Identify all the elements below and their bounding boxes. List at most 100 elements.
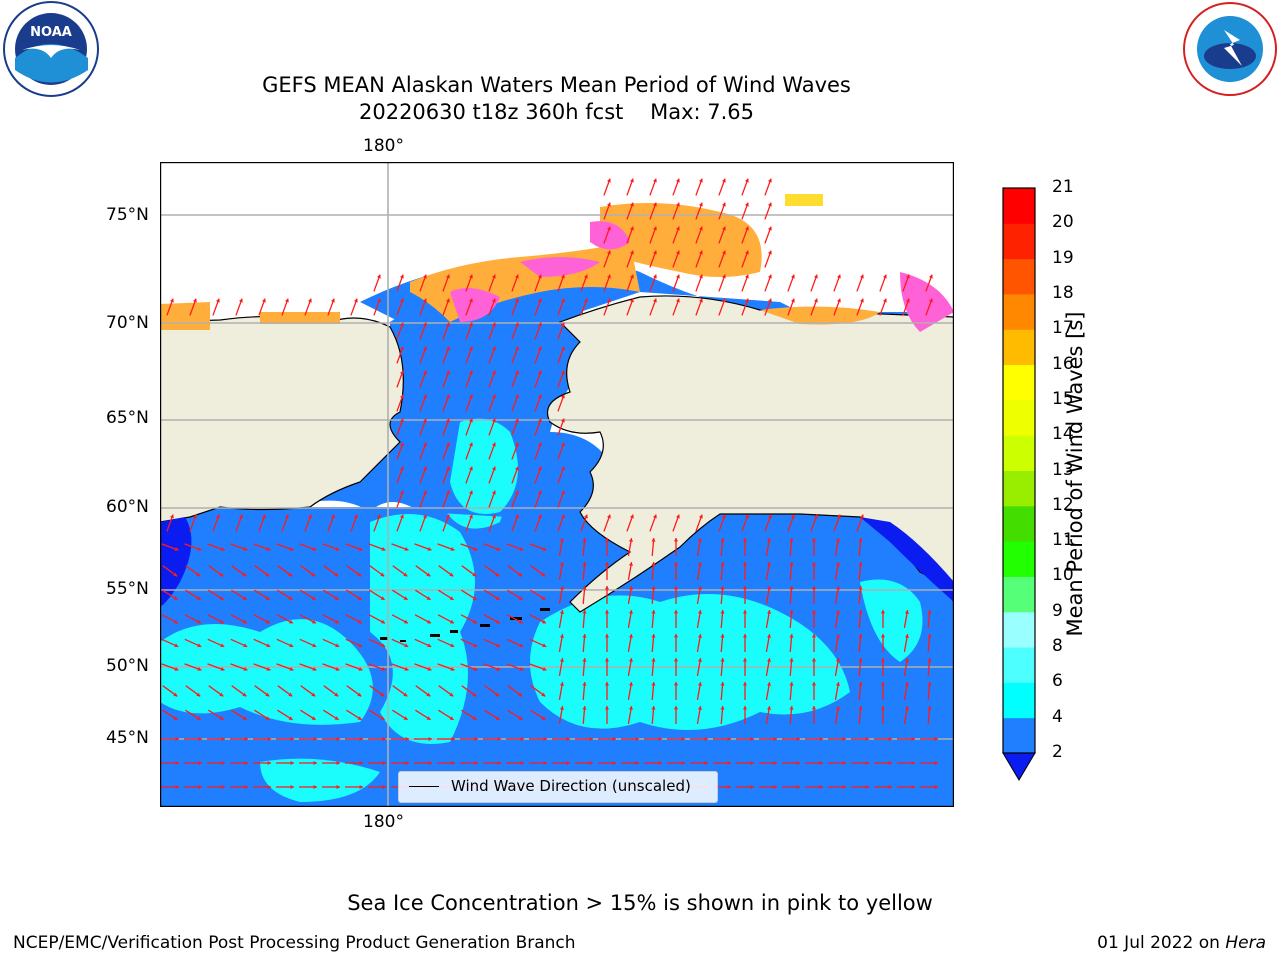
wave-direction-arrowhead <box>629 226 634 231</box>
wave-direction-arrowhead <box>266 546 271 551</box>
wave-direction-arrowhead <box>451 760 455 766</box>
wave-direction-arrowhead <box>175 784 179 790</box>
wave-direction-arrowhead <box>560 346 565 351</box>
colorbar-tick-label: 14 <box>1052 424 1074 445</box>
colorbar-tick-label: 11 <box>1052 530 1074 551</box>
wave-direction-arrowhead <box>537 490 542 495</box>
wave-direction-arrowhead <box>560 418 565 423</box>
wave-direction-arrowhead <box>604 562 610 566</box>
wave-direction-arrowhead <box>673 658 679 662</box>
wave-direction-arrowhead <box>819 760 823 766</box>
wave-direction-arrowhead <box>744 298 749 303</box>
wave-direction-arrowhead <box>789 538 794 542</box>
wave-direction-arrowhead <box>243 546 248 551</box>
wave-direction-arrowhead <box>697 658 702 662</box>
wave-direction-arrowhead <box>582 706 587 710</box>
wave-direction-arrowhead <box>450 666 455 671</box>
wave-direction-arrowhead <box>767 514 772 519</box>
colorbar-tick-label: 13 <box>1052 459 1074 480</box>
wave-direction-arrowhead <box>242 596 247 600</box>
wave-direction-arrowhead <box>882 298 887 303</box>
wave-direction-arrowhead <box>904 682 909 686</box>
wave-direction-arrowhead <box>704 760 708 766</box>
wave-direction-arrowhead <box>541 572 546 577</box>
wave-direction-arrowhead <box>811 586 817 590</box>
wave-direction-arrowhead <box>606 514 611 519</box>
wave-direction-arrowhead <box>497 736 501 742</box>
wave-direction-arrowhead <box>197 666 202 671</box>
wave-direction-arrowhead <box>242 692 247 697</box>
footer-date: 01 Jul 2022 on <box>1097 933 1226 953</box>
wave-direction-arrowhead <box>819 784 823 790</box>
wave-direction-arrowhead <box>472 692 477 697</box>
wave-direction-arrowhead <box>399 394 404 399</box>
wave-direction-arrowhead <box>242 619 247 624</box>
wave-direction-arrowhead <box>560 514 565 519</box>
wave-direction-arrowhead <box>514 394 519 399</box>
wave-direction-arrowhead <box>583 274 588 279</box>
wave-direction-arrowhead <box>927 634 932 638</box>
wave-direction-arrowhead <box>628 562 633 566</box>
wave-direction-arrowhead <box>858 538 863 542</box>
wave-direction-arrowhead <box>559 562 564 566</box>
wave-direction-arrowhead <box>496 643 501 648</box>
wave-direction-arrowhead <box>560 298 565 303</box>
wave-direction-arrowhead <box>267 736 271 742</box>
wave-direction-arrowhead <box>175 736 179 742</box>
lon-label-bottom: 180° <box>363 812 404 832</box>
wave-direction-arrowhead <box>449 716 454 720</box>
wave-direction-arrowhead <box>858 706 863 710</box>
colorbar-band <box>1003 647 1035 683</box>
wave-direction-arrowhead <box>198 760 202 766</box>
wave-direction-arrowhead <box>261 514 266 519</box>
wave-direction-arrowhead <box>880 610 886 614</box>
wave-direction-arrowhead <box>404 546 409 551</box>
wave-direction-arrowhead <box>376 298 381 303</box>
lat-label-45: 45°N <box>106 728 149 748</box>
wave-direction-arrowhead <box>221 760 225 766</box>
wave-direction-arrowhead <box>491 370 496 375</box>
wave-direction-arrowhead <box>811 658 817 662</box>
wave-direction-arrowhead <box>514 442 519 447</box>
wave-direction-arrowhead <box>865 736 869 742</box>
wave-direction-arrowhead <box>284 514 289 519</box>
wave-direction-arrowhead <box>358 643 363 648</box>
wave-direction-arrowhead <box>519 546 524 551</box>
wave-direction-arrowhead <box>673 538 679 542</box>
wave-direction-arrowhead <box>357 619 362 624</box>
wave-direction-arrowhead <box>169 514 174 519</box>
wave-direction-arrowhead <box>727 760 731 766</box>
wave-direction-arrowhead <box>560 322 565 327</box>
wave-direction-arrowhead <box>450 546 455 551</box>
wave-direction-arrowhead <box>789 706 794 710</box>
wave-direction-arrowhead <box>720 610 725 614</box>
wave-direction-arrowhead <box>514 298 519 303</box>
wave-direction-arrowhead <box>542 643 547 648</box>
wave-direction-arrowhead <box>267 760 271 766</box>
wave-direction-arrowhead <box>449 619 454 624</box>
wave-direction-arrowhead <box>537 322 542 327</box>
wave-direction-arrowhead <box>606 226 611 231</box>
wave-direction-arrowhead <box>541 716 546 720</box>
wave-direction-arrowhead <box>403 572 408 577</box>
wave-direction-arrowhead <box>635 760 639 766</box>
wave-direction-arrowhead <box>698 226 703 231</box>
wave-direction-arrowhead <box>175 760 179 766</box>
wave-direction-arrowhead <box>519 643 524 648</box>
wave-direction-arrowhead <box>789 586 794 590</box>
wave-direction-arrowhead <box>404 643 409 648</box>
wave-direction-arrowhead <box>813 274 818 279</box>
wave-direction-arrowhead <box>219 596 224 600</box>
wave-direction-arrowhead <box>311 692 316 697</box>
colorbar-tick-label: 17 <box>1052 318 1074 339</box>
wave-direction-arrowhead <box>882 274 887 279</box>
wave-direction-arrowhead <box>789 682 794 686</box>
wave-direction-arrowhead <box>750 784 754 790</box>
wave-direction-arrowhead <box>404 666 409 671</box>
wave-direction-arrowhead <box>288 619 293 624</box>
wave-direction-arrowhead <box>468 490 473 495</box>
wave-direction-arrowhead <box>173 619 178 624</box>
wave-direction-arrowhead <box>192 298 197 303</box>
wave-direction-arrowhead <box>334 692 339 697</box>
wave-direction-arrowhead <box>307 298 312 303</box>
